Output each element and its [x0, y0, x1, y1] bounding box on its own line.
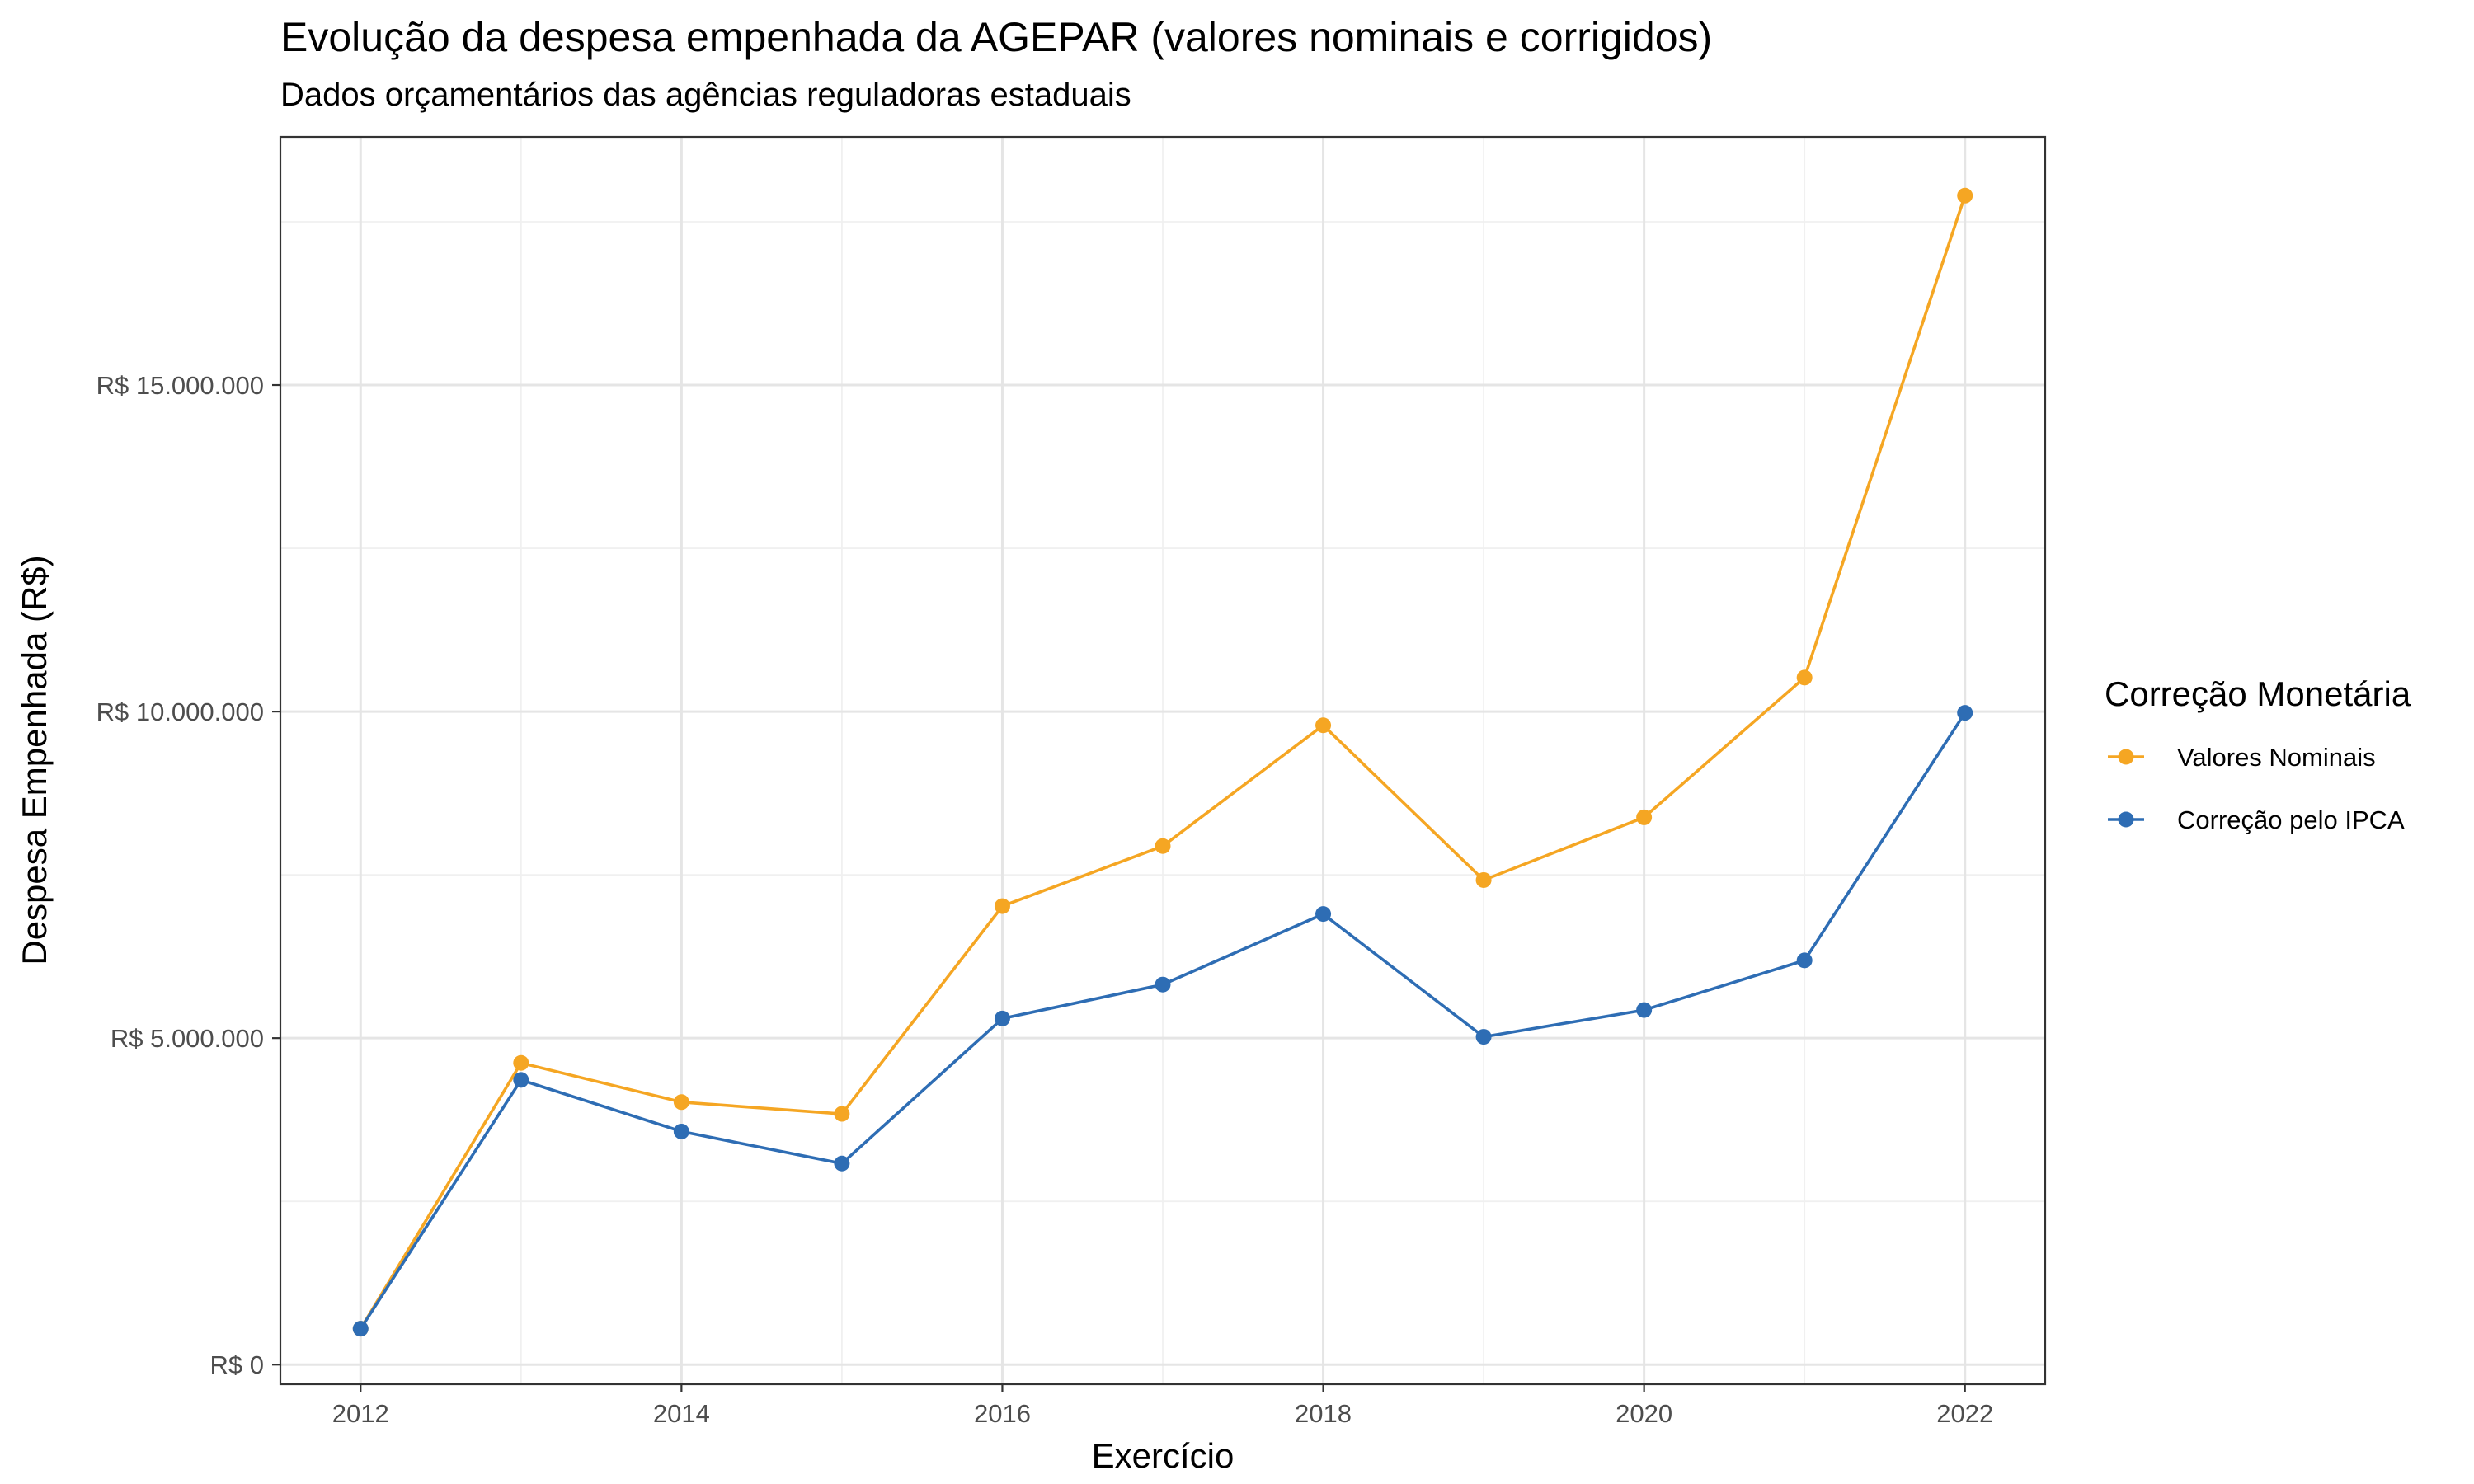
axis-ticks: R$ 0 R$ 5.000.000 R$ 10.000.000 R$ 15.000.0…: [96, 371, 1994, 1428]
data-point: [352, 1321, 369, 1337]
legend-key-point: [2118, 811, 2134, 828]
data-point: [1155, 838, 1171, 854]
x-tick-label: 2016: [974, 1399, 1031, 1428]
data-point: [1475, 871, 1492, 888]
data-point: [1796, 952, 1813, 969]
legend: Correção Monetária Valores Nominais Corre…: [2105, 674, 2411, 834]
data-point: [1957, 705, 1973, 721]
legend-label: Valores Nominais: [2177, 743, 2376, 772]
data-point: [1155, 976, 1171, 993]
data-point: [834, 1155, 850, 1172]
x-tick-label: 2018: [1295, 1399, 1352, 1428]
legend-label: Correção pelo IPCA: [2177, 805, 2405, 834]
y-tick-label: R$ 5.000.000: [111, 1024, 264, 1053]
data-point: [1957, 187, 1973, 204]
data-point: [673, 1094, 689, 1111]
series: [352, 187, 1973, 1337]
legend-item: Valores Nominais: [2108, 743, 2376, 772]
x-tick-label: 2022: [1936, 1399, 1993, 1428]
legend-item: Correção pelo IPCA: [2108, 805, 2405, 834]
data-point: [1636, 809, 1653, 825]
y-tick-label: R$ 10.000.000: [96, 697, 264, 726]
data-point: [1315, 717, 1332, 734]
x-tick-label: 2014: [653, 1399, 710, 1428]
y-tick-label: R$ 0: [210, 1350, 264, 1379]
plot-panel: [279, 135, 2047, 1386]
y-axis-title: Despesa Empenhada (R$): [15, 555, 54, 965]
x-axis-title: Exercício: [1092, 1436, 1235, 1475]
data-point: [994, 898, 1010, 914]
data-point: [673, 1123, 689, 1139]
data-point: [513, 1072, 529, 1088]
legend-items: Valores Nominais Correção pelo IPCA: [2108, 743, 2405, 834]
data-point: [513, 1054, 529, 1071]
data-point: [1315, 906, 1332, 923]
x-tick-label: 2020: [1616, 1399, 1672, 1428]
chart-title: Evolução da despesa empenhada da AGEPAR …: [280, 14, 1712, 60]
x-tick-label: 2012: [332, 1399, 389, 1428]
data-point: [834, 1106, 850, 1122]
data-point: [994, 1010, 1010, 1026]
chart-subtitle: Dados orçamentários das agências regulad…: [280, 77, 1131, 113]
grid: [280, 137, 2045, 1384]
data-point: [1796, 669, 1813, 686]
legend-key-point: [2118, 749, 2134, 765]
data-point: [1636, 1002, 1653, 1018]
legend-title: Correção Monetária: [2105, 674, 2411, 713]
y-tick-label: R$ 15.000.000: [96, 371, 264, 400]
data-point: [1475, 1029, 1492, 1045]
